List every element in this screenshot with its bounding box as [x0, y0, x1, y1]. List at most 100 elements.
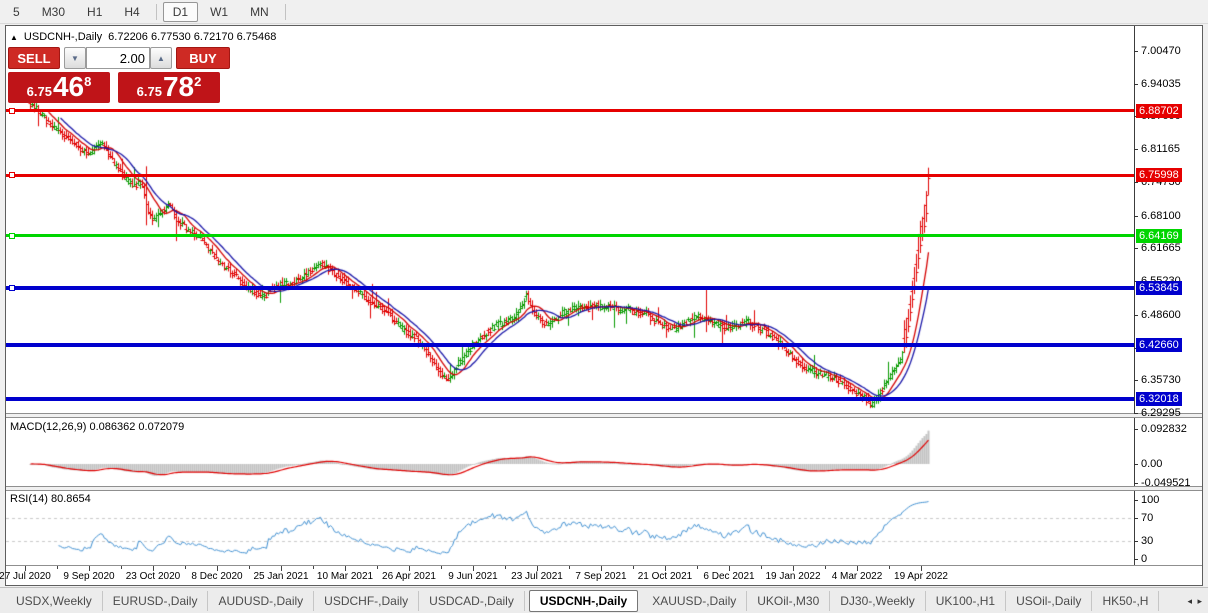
level-price-tag: 6.53845 [1136, 281, 1182, 295]
date-axis-tick [409, 566, 410, 571]
price-axis-tick-label: 7.00470 [1141, 45, 1181, 57]
date-axis-label: 19 Jan 2022 [765, 571, 821, 582]
level-line-handle[interactable] [9, 233, 15, 239]
date-axis-tick [377, 566, 378, 569]
horizontal-level-line[interactable] [6, 174, 1134, 177]
level-price-tag: 6.42660 [1136, 338, 1182, 352]
price-axis-tick-mark [1134, 51, 1138, 52]
rsi-axis-tick-label: 30 [1141, 535, 1154, 547]
collapse-panel-icon[interactable]: ▲ [10, 32, 18, 42]
rsi-axis-tick-mark [1134, 500, 1138, 501]
tab-scroll-left-icon[interactable]: ◂ [1187, 596, 1192, 606]
-chart-tab-usdcnh[interactable]: USDCNH-,Daily [528, 590, 639, 612]
date-axis-tick [761, 566, 762, 569]
-chart-tab-usoil[interactable]: USOil-,Daily [1006, 591, 1093, 611]
date-axis-label: 9 Jun 2021 [448, 571, 498, 582]
level-line-handle[interactable] [9, 172, 15, 178]
-chart-tab-ukoil[interactable]: UKOil-,M30 [747, 591, 831, 611]
-chart-tab-audusd[interactable]: AUDUSD-,Daily [208, 591, 315, 611]
rsi-axis-tick-mark [1134, 541, 1138, 542]
chart-tabs-bar: USDX,Weekly EURUSD-,Daily AUDUSD-,Daily USD… [0, 587, 1208, 613]
date-axis-tick [153, 566, 154, 571]
macd-axis-tick-label: 0.092832 [1141, 423, 1187, 435]
date-axis-tick [537, 566, 538, 571]
-chart-tab-uk100[interactable]: UK100-,H1 [926, 591, 1007, 611]
-chart-tab-hk50[interactable]: HK50-,H [1092, 591, 1160, 611]
date-axis-tick [793, 566, 794, 571]
sell-price-prefix: 6.75 [26, 84, 52, 99]
macd-axis-tick-mark [1134, 464, 1138, 465]
timeframe-button-h1[interactable]: H1 [77, 2, 112, 22]
-chart-tab-usdx[interactable]: USDX,Weekly [6, 591, 103, 611]
date-axis-label: 27 Jul 2020 [0, 571, 51, 582]
rsi-label: RSI(14) 80.8654 [10, 493, 91, 505]
date-axis-tick [185, 566, 186, 569]
price-axis-tick-label: 6.68100 [1141, 210, 1181, 222]
date-axis-label: 23 Jul 2021 [511, 571, 563, 582]
date-axis-tick [825, 566, 826, 569]
sell-price-display[interactable]: 6.75 46 8 [8, 72, 110, 103]
macd-axis-tick-label: -0.049521 [1141, 477, 1191, 489]
price-axis-tick-mark [1134, 315, 1138, 316]
price-axis-tick-mark [1134, 182, 1138, 183]
panel-splitter-macd[interactable] [6, 413, 1202, 418]
timeframe-toolbar: 5 M30 H1 H4 D1 W1 MN [0, 0, 1208, 24]
timeframe-button-w1[interactable]: W1 [200, 2, 238, 22]
date-axis-tick [473, 566, 474, 571]
date-axis-label: 10 Mar 2021 [316, 571, 374, 582]
date-axis-tick [569, 566, 570, 569]
level-price-tag: 6.64169 [1136, 229, 1182, 243]
price-axis-tick-mark [1134, 84, 1138, 85]
chart-tabs-strip: USDX,Weekly EURUSD-,Daily AUDUSD-,Daily USD… [6, 588, 1178, 613]
tab-scroll-right-icon[interactable]: ▸ [1197, 596, 1202, 606]
level-line-handle[interactable] [9, 108, 15, 114]
date-axis-tick [729, 566, 730, 571]
rsi-axis-tick-label: 0 [1141, 553, 1148, 565]
price-axis-tick-label: 6.35730 [1141, 374, 1181, 386]
rsi-indicator-canvas[interactable] [6, 492, 1134, 564]
chart-symbol-label: USDCNH-,Daily [23, 31, 103, 43]
date-axis-label: 8 Dec 2020 [191, 571, 243, 582]
rsi-axis-tick-label: 70 [1141, 512, 1154, 524]
horizontal-level-line[interactable] [6, 286, 1134, 290]
date-axis-tick [601, 566, 602, 571]
buy-price-display[interactable]: 6.75 78 2 [118, 72, 220, 103]
timeframe-button-5[interactable]: 5 [3, 2, 30, 22]
date-axis-tick [313, 566, 314, 569]
horizontal-level-line[interactable] [6, 343, 1134, 347]
timeframe-button-h4[interactable]: H4 [114, 2, 149, 22]
level-line-handle[interactable] [9, 285, 15, 291]
rsi-axis-tick-mark [1134, 559, 1138, 560]
timeframe-button-d1[interactable]: D1 [162, 1, 199, 22]
date-axis-label: 4 Mar 2022 [831, 571, 883, 582]
timeframe-button-m30[interactable]: M30 [32, 2, 75, 22]
date-axis-tick [281, 566, 282, 571]
buy-button[interactable]: BUY [176, 47, 230, 69]
sell-button[interactable]: SELL [8, 47, 60, 69]
date-axis-label: 19 Apr 2022 [894, 571, 948, 582]
date-axis-label: 6 Dec 2021 [703, 571, 755, 582]
timeframe-button-mn[interactable]: MN [240, 2, 279, 22]
date-axis-tick [89, 566, 90, 571]
horizontal-level-line[interactable] [6, 109, 1134, 112]
-chart-tab-xauusd[interactable]: XAUUSD-,Daily [642, 591, 748, 611]
date-axis-tick [889, 566, 890, 569]
date-axis-tick [697, 566, 698, 569]
volume-increase-button[interactable]: ▲ [150, 47, 172, 69]
-chart-tab-usdcad[interactable]: USDCAD-,Daily [419, 591, 525, 611]
-chart-tab-eurusd[interactable]: EURUSD-,Daily [103, 591, 209, 611]
volume-decrease-button[interactable]: ▼ [64, 47, 86, 69]
price-axis-tick-mark [1134, 216, 1138, 217]
date-axis-label: 23 Oct 2020 [125, 571, 181, 582]
chart-header: ▲ USDCNH-,Daily 6.72206 6.77530 6.72170 … [10, 31, 276, 43]
horizontal-level-line[interactable] [6, 234, 1134, 237]
-chart-tab-dj30[interactable]: DJ30-,Weekly [830, 591, 926, 611]
date-axis-label: 7 Sep 2021 [575, 571, 627, 582]
volume-input[interactable] [86, 47, 150, 69]
-chart-tab-usdchf[interactable]: USDCHF-,Daily [314, 591, 420, 611]
panel-splitter-rsi[interactable] [6, 486, 1202, 491]
toolbar-separator [284, 3, 286, 20]
horizontal-level-line[interactable] [6, 397, 1134, 401]
